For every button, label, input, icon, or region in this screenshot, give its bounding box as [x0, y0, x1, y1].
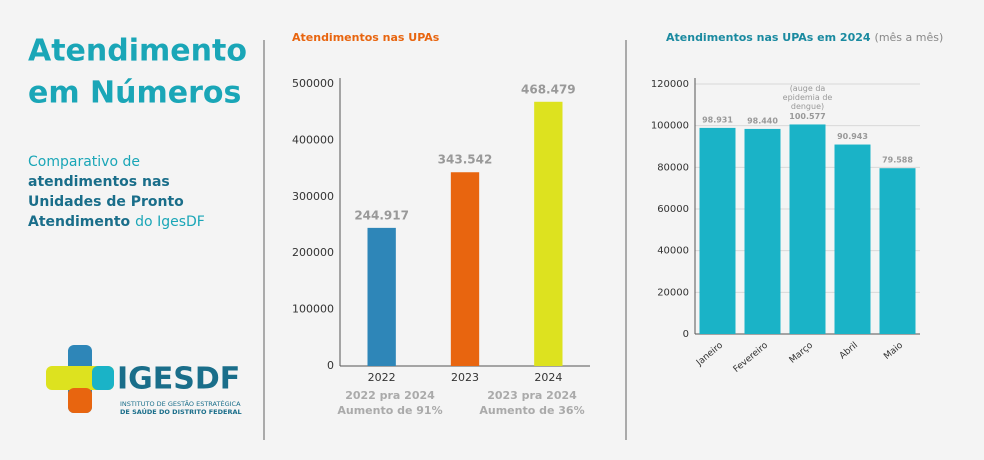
value-label: 90.943 [837, 132, 868, 141]
annotation: Aumento de 91% [337, 404, 442, 417]
description-part: do IgesDF [135, 214, 205, 230]
value-label: 98.931 [702, 115, 733, 124]
y-tick-label: 300000 [292, 190, 334, 203]
logo-shape [68, 388, 92, 413]
y-tick-label: 60000 [657, 204, 689, 215]
description-part: Comparativo de [28, 154, 140, 170]
page-title: Atendimento [28, 34, 247, 69]
y-tick-label: 500000 [292, 77, 334, 90]
description: Comparativo de [28, 154, 140, 170]
description: Atendimento do IgesDF [28, 214, 205, 230]
description: Unidades de Pronto [28, 194, 184, 210]
x-tick-label: 2024 [534, 371, 562, 384]
value-label: 100.577 [789, 112, 825, 121]
y-tick-label: 120000 [651, 79, 689, 90]
logo-subtitle: DE SAÚDE DO DISTRITO FEDERAL [120, 407, 242, 416]
chart-title: Atendimentos nas UPAs em 2024 (mês a mês) [666, 31, 943, 44]
annotation: 2022 pra 2024 [345, 389, 435, 402]
y-tick-label: 20000 [657, 287, 689, 298]
annotation-text: (auge da epidemia de dengue) [782, 84, 833, 112]
value-label: 79.588 [882, 156, 913, 165]
bar [367, 227, 396, 366]
description-part: Atendimento [28, 214, 131, 230]
logo-subtitle: INSTITUTO DE GESTÃO ESTRATÉGICA [120, 399, 241, 408]
y-tick-label: 200000 [292, 246, 334, 259]
chart-title-text: Atendimentos nas UPAs em 2024 [666, 31, 871, 44]
bar [789, 124, 826, 334]
page-title: em Números [28, 76, 241, 111]
description: atendimentos nas [28, 174, 170, 190]
value-label: 343.542 [438, 153, 493, 167]
annotation: (auge da epidemia de dengue) [782, 84, 833, 112]
bar [744, 128, 781, 334]
chart-title: Atendimentos nas UPAs [292, 31, 440, 44]
bar [879, 168, 916, 334]
logo-name: IGESDF [117, 362, 240, 397]
y-tick-label: 0 [327, 359, 334, 372]
logo-shape [92, 366, 114, 390]
y-tick-label: 100000 [292, 303, 334, 316]
bar [699, 127, 736, 334]
bar [834, 144, 871, 334]
value-label: 468.479 [521, 82, 576, 96]
chart-title-text: Atendimentos nas UPAs [292, 31, 440, 44]
bar [534, 101, 563, 367]
bar [450, 172, 480, 366]
description-part: atendimentos nas [28, 174, 170, 190]
x-tick-label: 2022 [368, 371, 396, 384]
description-part: Unidades de Pronto [28, 194, 184, 210]
logo: IGESDF INSTITUTO DE GESTÃO ESTRATÉGICA D… [46, 345, 242, 416]
chart-subtitle: (mês a mês) [875, 31, 944, 44]
y-tick-label: 80000 [657, 162, 689, 173]
annotation: Aumento de 36% [479, 404, 584, 417]
x-tick-label: 2023 [451, 371, 479, 384]
y-tick-label: 40000 [657, 246, 689, 257]
y-tick-label: 0 [683, 329, 689, 340]
y-tick-label: 100000 [651, 121, 689, 132]
value-label: 244.917 [354, 208, 409, 222]
value-label: 98.440 [747, 116, 778, 125]
annotation: 2023 pra 2024 [487, 389, 577, 402]
y-tick-label: 400000 [292, 133, 334, 146]
